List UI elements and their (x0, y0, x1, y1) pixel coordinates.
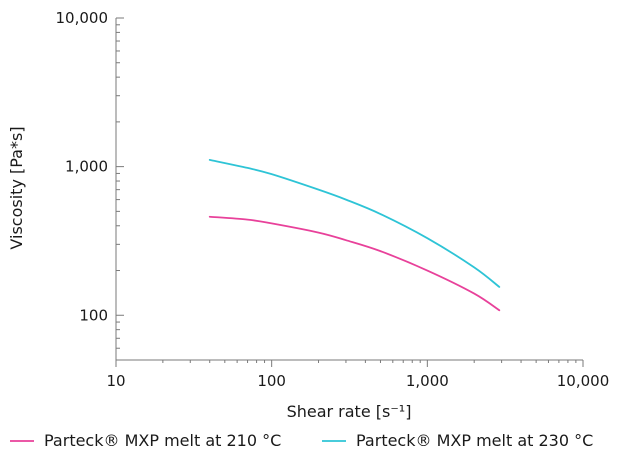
x-tick-label: 1,000 (406, 372, 449, 390)
legend-label: Parteck® MXP melt at 210 °C (44, 431, 281, 450)
y-tick-label: 1,000 (65, 158, 108, 176)
x-tick-label: 10 (106, 372, 125, 390)
x-tick-label: 10,000 (557, 372, 610, 390)
minor-ticks (116, 24, 577, 363)
series-lines (208, 158, 501, 312)
legend-label: Parteck® MXP melt at 230 °C (356, 431, 593, 450)
y-tick-label: 10,000 (56, 9, 109, 27)
series-line-1 (208, 215, 501, 312)
series-line-2 (208, 158, 501, 288)
major-ticks (115, 17, 584, 367)
y-tick-label: 100 (79, 306, 108, 324)
legend: Parteck® MXP melt at 210 °C Parteck® MXP … (10, 431, 593, 450)
x-tick-label: 100 (257, 372, 286, 390)
x-axis-title: Shear rate [s⁻¹] (287, 402, 412, 421)
tick-labels: 10 100 1,000 10,000 100 1,000 10,000 (56, 9, 610, 390)
plot-area: 10 100 1,000 10,000 100 1,000 10,000 (56, 9, 610, 390)
y-axis-title: Viscosity [Pa*s] (7, 126, 26, 249)
